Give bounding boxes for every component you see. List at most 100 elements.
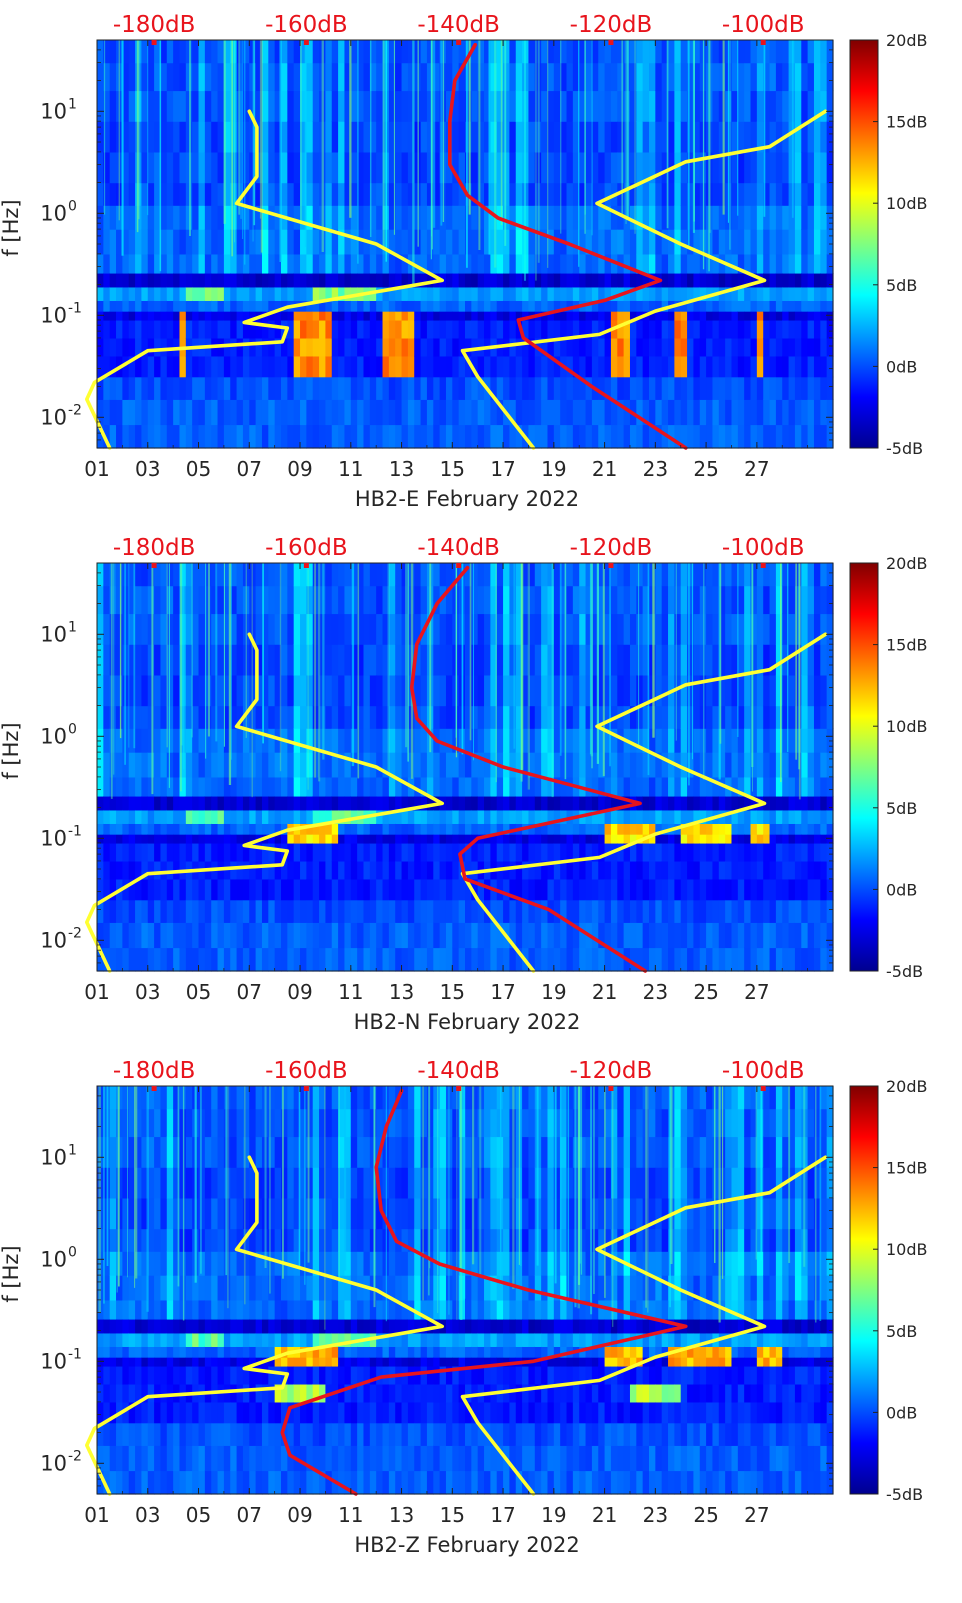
heatmap-cell [719,424,726,448]
heatmap-cell [103,1384,110,1403]
heatmap-cell [567,879,574,900]
heatmap-cell [478,810,485,824]
heatmap-cell [643,424,650,448]
heatmap-cell [408,356,415,377]
heatmap-cell [452,810,459,824]
heatmap-cell [338,273,345,287]
heatmap-cell [199,810,206,824]
heatmap-cell [573,823,580,834]
heatmap-cell [554,183,561,206]
heatmap-cell [808,254,815,274]
heatmap-cell [509,356,516,377]
heatmap-cell [179,311,186,320]
heatmap-cell [668,861,675,880]
heatmap-cell [674,947,681,971]
heatmap-cell [814,40,821,63]
heatmap-cell [440,338,447,357]
heatmap-cell [199,823,206,834]
heatmap-cell [440,777,447,797]
heatmap-streak [440,40,442,226]
heatmap-cell [440,834,447,843]
heatmap-cell [744,287,751,301]
heatmap-cell [681,796,688,810]
heatmap-cell [770,40,777,63]
heatmap-cell [332,338,339,357]
heatmap-cell [503,121,510,152]
heatmap-cell [313,810,320,824]
heatmap-cell [186,254,193,274]
heatmap-cell [668,273,675,287]
heatmap-cell [205,90,212,121]
heatmap-cell [186,777,193,797]
heatmap-cell [731,338,738,357]
heatmap-cell [471,586,478,614]
heatmap-cell [338,613,345,644]
heatmap-cell [230,273,237,287]
heatmap-cell [611,152,618,183]
heatmap-cell [700,879,707,900]
heatmap-streak [688,563,690,785]
heatmap-cell [801,947,808,971]
heatmap-cell [770,563,777,586]
heatmap-cell [351,796,358,810]
heatmap-cell [148,287,155,301]
heatmap-cell [674,183,681,206]
heatmap-cell [319,922,326,948]
heatmap-cell [129,287,136,301]
heatmap-cell [516,300,523,311]
heatmap-cell [205,183,212,206]
heatmap-cell [662,947,669,971]
heatmap-cell [573,613,580,644]
heatmap-cell [275,377,282,400]
heatmap-cell [598,63,605,91]
heatmap-cell [624,229,631,254]
heatmap-cell [693,843,700,862]
heatmap-cell [325,586,332,614]
heatmap-cell [497,254,504,274]
heatmap-cell [586,810,593,824]
heatmap-cell [370,922,377,948]
heatmap-cell [243,879,250,900]
heatmap-cell [148,586,155,614]
heatmap-cell [725,834,732,843]
heatmap-cell [674,399,681,425]
heatmap-cell [554,675,561,706]
heatmap-streak [799,563,801,799]
heatmap-cell [592,796,599,810]
y-tick-label: 10 [40,99,67,123]
heatmap-cell [820,728,827,752]
heatmap-cell [325,424,332,448]
heatmap-cell [795,861,802,880]
heatmap-cell [338,377,345,400]
heatmap-cell [268,90,275,121]
heatmap-cell [192,706,199,729]
heatmap-cell [567,834,574,843]
heatmap-cell [351,311,358,320]
heatmap-cell [554,728,561,752]
heatmap-cell [167,205,174,229]
heatmap-cell [256,706,263,729]
heatmap-cell [97,311,104,320]
heatmap-cell [763,900,770,923]
heatmap-cell [528,810,535,824]
heatmap-cell [446,205,453,229]
heatmap-cell [300,287,307,301]
heatmap-cell [135,377,142,400]
heatmap-cell [160,63,167,91]
heatmap-cell [700,796,707,810]
heatmap-cell [154,377,161,400]
heatmap-cell [338,338,345,357]
heatmap-cell [173,810,180,824]
heatmap-cell [179,834,186,843]
heatmap-cell [522,356,529,377]
heatmap-cell [243,121,250,152]
heatmap-cell [611,675,618,706]
heatmap-cell [674,922,681,948]
heatmap-cell [167,63,174,91]
heatmap-cell [148,356,155,377]
heatmap-cell [820,796,827,810]
heatmap-cell [332,861,339,880]
heatmap-cell [148,777,155,797]
heatmap-cell [186,300,193,311]
